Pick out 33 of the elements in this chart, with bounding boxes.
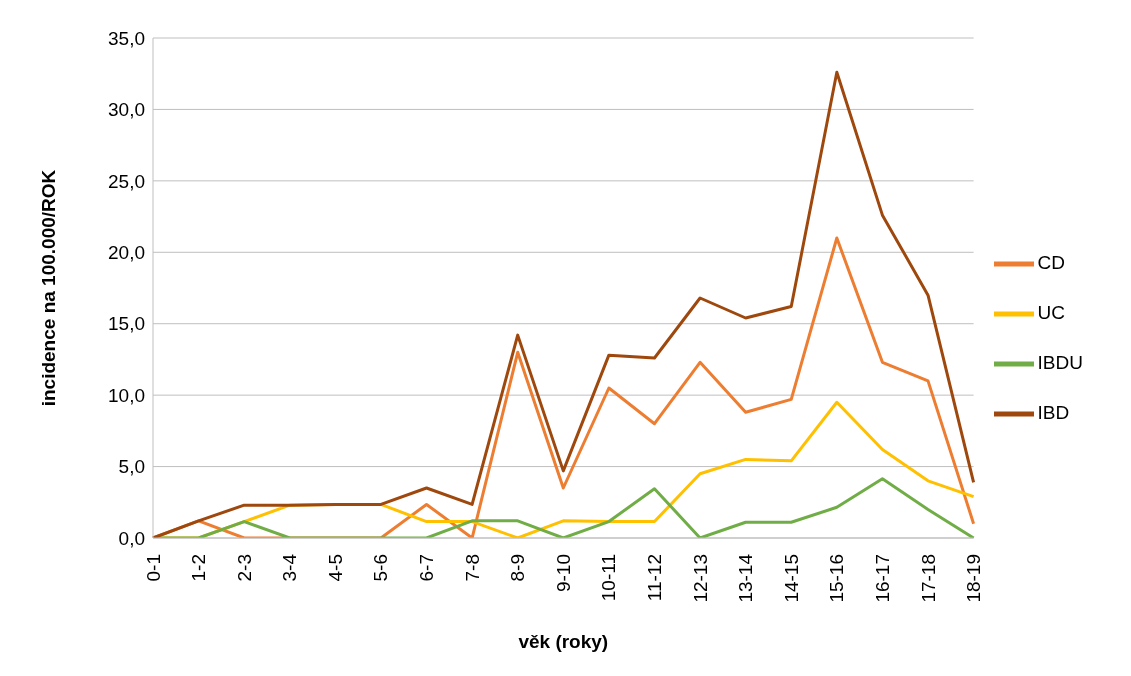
x-tick-label: 10-11 [598,554,620,602]
y-tick-label: 20,0 [108,242,145,264]
x-tick-label: 5-6 [370,554,392,582]
x-tick-label: 13-14 [735,553,757,603]
legend-label: IBDU [1037,352,1083,373]
y-tick-label: 0,0 [118,527,145,549]
x-tick-label: 12-13 [689,554,711,603]
x-tick-label: 6-7 [416,554,438,582]
x-tick-label: 2-3 [233,554,255,582]
x-tick-label: 15-16 [826,554,848,603]
x-tick-label: 4-5 [324,554,346,582]
x-tick-label: 8-9 [507,554,529,582]
x-tick-label: 18-19 [963,554,985,603]
x-tick-label: 1-2 [188,554,210,582]
x-tick-label: 14-15 [780,554,802,603]
x-axis-title: věk (roky) [518,631,609,652]
x-tick-label: 0-1 [142,554,164,582]
x-tick-label: 9-10 [552,554,574,593]
legend-label: UC [1037,302,1066,323]
legend-label: IBD [1037,402,1070,423]
y-axis-title: incidence na 100.000/ROK [37,169,59,407]
x-tick-label: 7-8 [461,554,483,582]
y-tick-label: 10,0 [108,384,145,406]
y-tick-label: 30,0 [108,99,145,121]
x-tick-label: 16-17 [871,554,893,603]
x-tick-label: 3-4 [279,553,301,582]
x-tick-label: 11-12 [643,554,665,602]
y-tick-label: 35,0 [108,27,145,49]
y-tick-label: 5,0 [118,456,145,478]
legend-label: CD [1037,252,1066,273]
x-tick-label: 17-18 [917,554,939,603]
y-tick-label: 15,0 [108,313,145,335]
y-tick-label: 25,0 [108,170,145,192]
